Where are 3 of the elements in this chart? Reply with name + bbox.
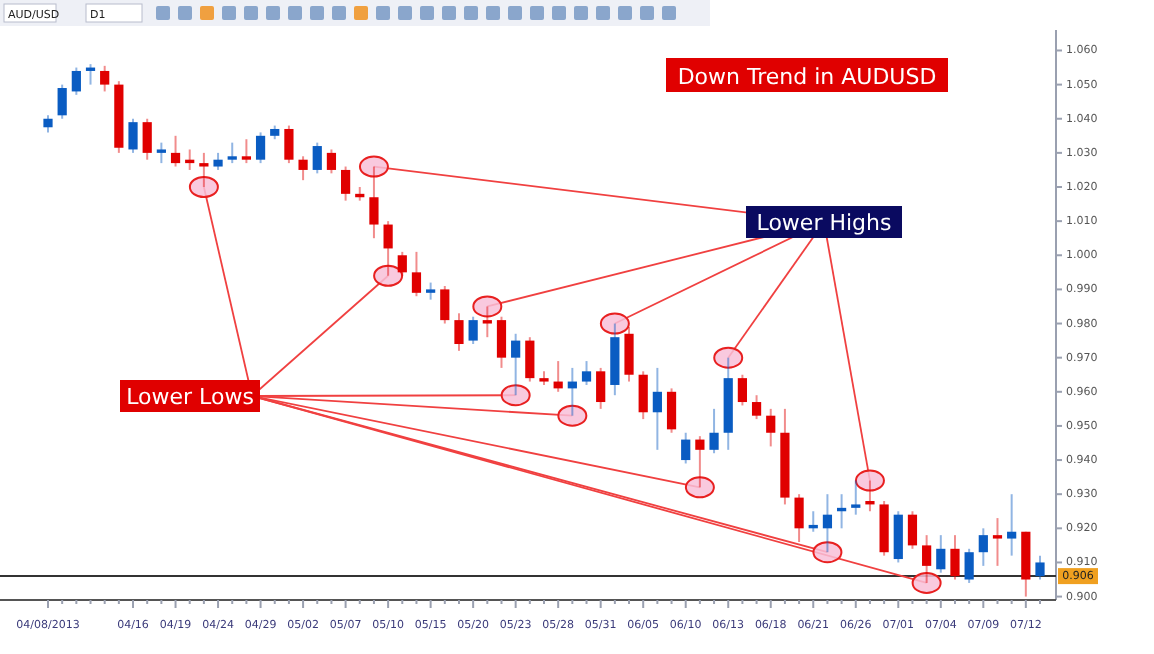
annotation: Lower Highs	[756, 210, 892, 236]
annotation: Lower Lows	[126, 384, 255, 410]
text: Down Trend in AUDUSD	[677, 64, 937, 90]
